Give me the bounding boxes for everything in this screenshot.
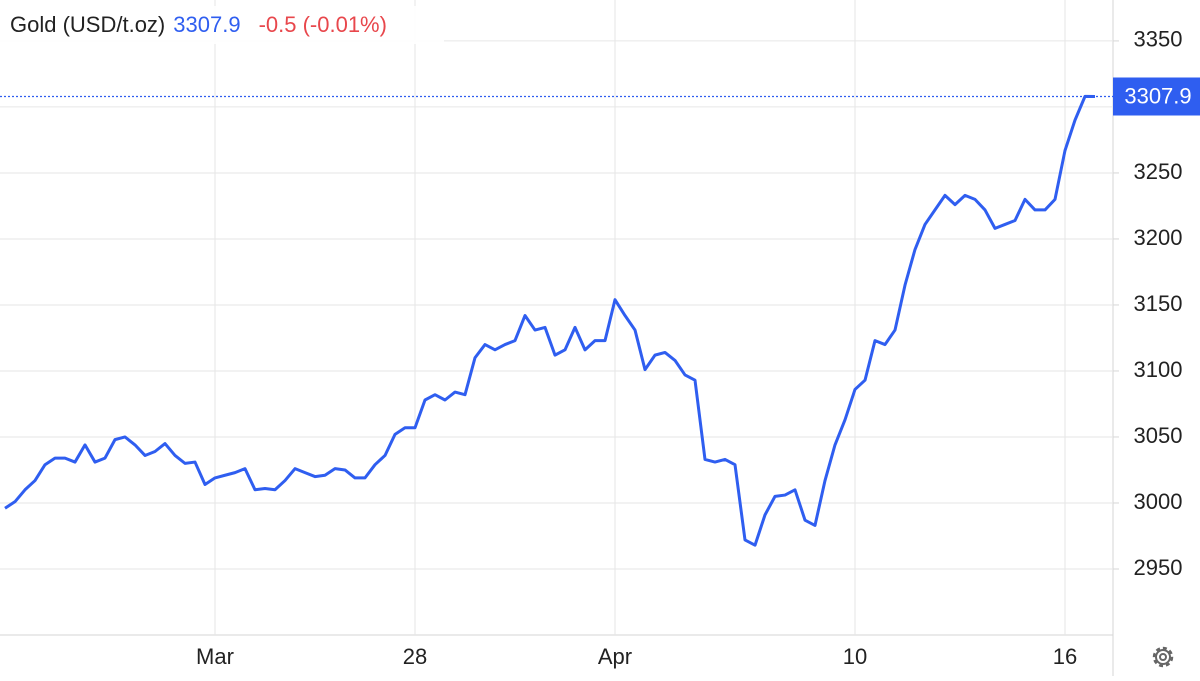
x-tick-label: 16 xyxy=(1053,644,1077,669)
title-price: 3307.9 xyxy=(173,12,240,37)
y-tick-label: 3350 xyxy=(1134,27,1183,52)
gear-teeth xyxy=(1152,646,1174,668)
x-tick-label: Apr xyxy=(598,644,632,669)
y-tick-label: 3250 xyxy=(1134,159,1183,184)
price-line xyxy=(4,94,1096,547)
settings-icon[interactable] xyxy=(1152,646,1174,668)
y-tick-label: 3100 xyxy=(1134,357,1183,382)
y-tick-label: 3150 xyxy=(1134,291,1183,316)
last-price-label: 3307.9 xyxy=(1124,83,1191,108)
x-tick-label: 10 xyxy=(843,644,867,669)
header-background xyxy=(0,6,444,44)
gear-hub xyxy=(1159,653,1167,661)
x-tick-label: 28 xyxy=(403,644,427,669)
y-tick-label: 3200 xyxy=(1134,225,1183,250)
y-tick-label: 3050 xyxy=(1134,423,1183,448)
chart-title: Gold (USD/t.oz) 3307.9 -0.5 (-0.01%) xyxy=(10,12,387,37)
last-price-tag xyxy=(1113,77,1200,116)
title-name: Gold (USD/t.oz) xyxy=(10,12,165,37)
title-change: -0.5 (-0.01%) xyxy=(259,12,387,37)
y-tick-label: 3000 xyxy=(1134,489,1183,514)
grid xyxy=(0,0,1113,635)
y-tick-label: 2950 xyxy=(1134,555,1183,580)
x-tick-label: Mar xyxy=(196,644,234,669)
gear-ring xyxy=(1155,649,1171,665)
